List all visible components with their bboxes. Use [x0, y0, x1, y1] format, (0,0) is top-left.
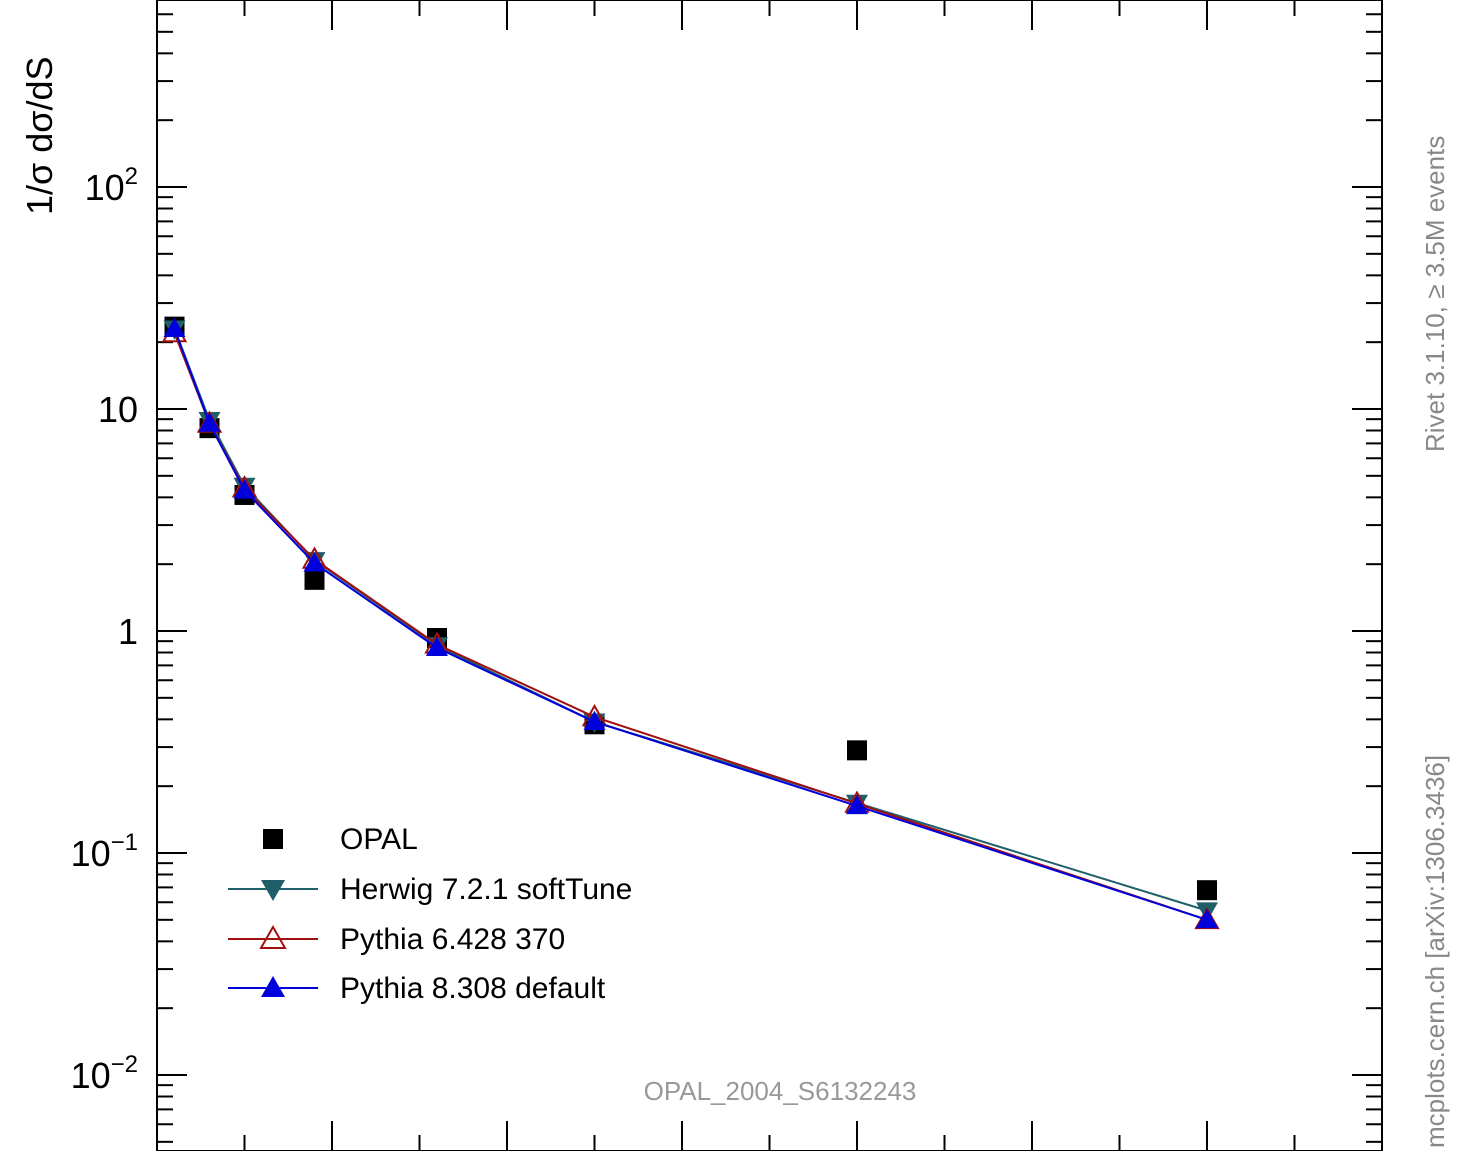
- analysis-id-label: OPAL_2004_S6132243: [644, 1076, 917, 1106]
- data-point-triangle-up: [163, 317, 186, 337]
- series-line: [173, 332, 1208, 921]
- legend-label: Pythia 8.308 default: [340, 972, 606, 1005]
- data-point-triangle-up: [198, 412, 221, 432]
- y-tick-label-base: 10: [85, 167, 125, 208]
- data-point-triangle-up: [583, 710, 606, 731]
- series-1: [163, 320, 1218, 922]
- data-point-triangle-up: [1196, 908, 1218, 929]
- data-point-triangle-up: [233, 479, 256, 499]
- legend-entry: Pythia 6.428 370: [228, 923, 565, 956]
- mcplots-site-label: mcplots.cern.ch [arXiv:1306.3436]: [1420, 755, 1450, 1148]
- y-tick-label-base: 10: [71, 1055, 111, 1096]
- series-0: [164, 316, 1217, 901]
- rivet-version-label: Rivet 3.1.10, ≥ 3.5M events: [1420, 136, 1450, 452]
- data-point-triangle-up: [846, 794, 868, 815]
- y-tick-label-base: 10: [71, 833, 111, 874]
- y-axis-label: 1/σ dσ/dS: [19, 56, 60, 215]
- y-tick-label: 10: [98, 389, 138, 430]
- y-tick-label-base: 10: [98, 389, 138, 430]
- plot-frame: [156, 0, 1383, 1151]
- data-point-triangle-down: [261, 880, 285, 901]
- legend-entry: OPAL: [263, 823, 418, 856]
- data-point-square: [263, 829, 283, 849]
- y-tick-label: 10−2: [71, 1051, 138, 1096]
- data-point-triangle-up: [303, 552, 326, 572]
- series-line: [173, 328, 1208, 921]
- data-point-triangle-open: [259, 924, 287, 949]
- y-tick-label-exponent: 2: [125, 163, 138, 190]
- data-point-triangle-up: [426, 636, 448, 657]
- legend-entry: Herwig 7.2.1 softTune: [228, 873, 632, 906]
- y-tick-label: 1: [118, 611, 138, 652]
- legend: OPAL Herwig 7.2.1 softTune Pythia 6.428 37…: [228, 823, 632, 1005]
- legend-entry: Pythia 8.308 default: [228, 972, 606, 1005]
- series-layer: [161, 316, 1220, 930]
- data-point-square: [304, 569, 325, 590]
- data-point-triangle-up: [261, 976, 285, 997]
- y-tick-label: 10−1: [71, 829, 138, 874]
- legend-label: OPAL: [340, 823, 418, 856]
- legend-label: Herwig 7.2.1 softTune: [340, 873, 632, 906]
- data-point-square: [1197, 880, 1217, 901]
- data-point-square: [847, 740, 867, 761]
- y-tick-label: 102: [85, 163, 138, 208]
- axis-ticks: [156, 0, 1383, 1151]
- series-line: [173, 328, 1208, 912]
- y-tick-label-exponent: −2: [111, 1051, 138, 1078]
- series-2: [161, 319, 1220, 930]
- y-tick-label-exponent: −1: [111, 829, 138, 856]
- series-3: [163, 317, 1218, 929]
- y-tick-label-base: 1: [118, 611, 138, 652]
- legend-label: Pythia 6.428 370: [340, 923, 565, 956]
